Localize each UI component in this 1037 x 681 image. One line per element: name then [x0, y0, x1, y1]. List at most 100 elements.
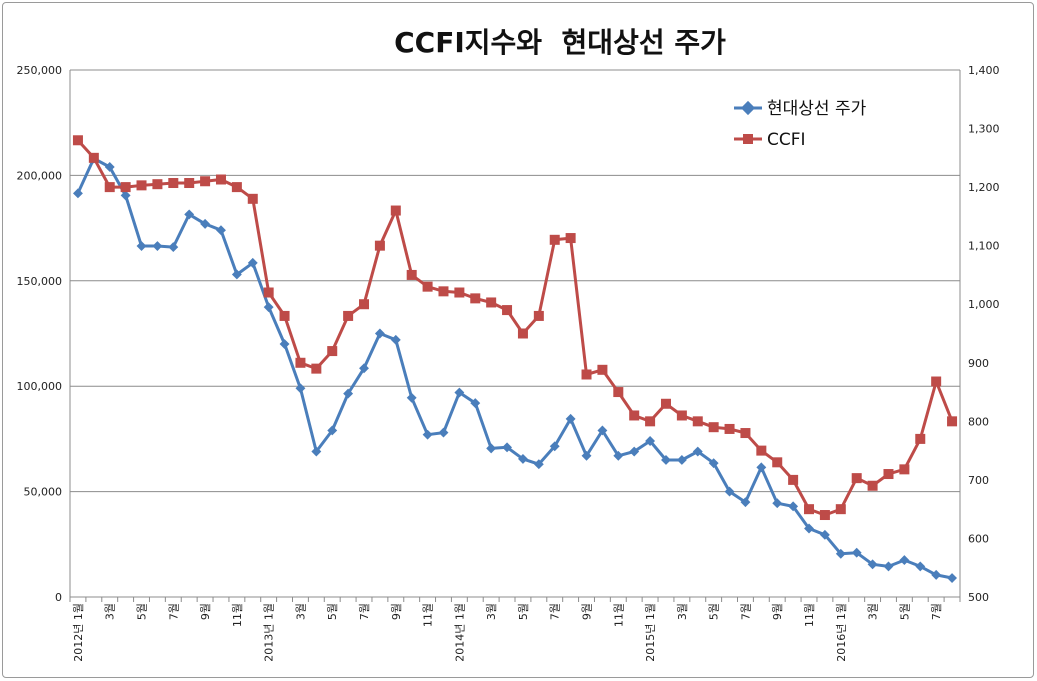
data-point-stock	[168, 242, 179, 253]
data-point-ccfi	[947, 416, 958, 427]
y-right-tick-label: 500	[968, 591, 989, 604]
data-point-stock	[470, 398, 481, 409]
data-point-stock	[645, 436, 656, 446]
data-point-ccfi	[486, 297, 497, 308]
legend-label-stock: 현대상선 주가	[767, 99, 867, 119]
y-left-tick-label: 0	[55, 591, 62, 604]
y-right-tick-label: 1,000	[968, 298, 1000, 311]
data-point-ccfi	[104, 182, 115, 193]
x-tick-label: 11월	[612, 603, 625, 627]
data-point-stock	[756, 462, 767, 473]
data-point-ccfi	[788, 474, 799, 485]
data-point-ccfi	[72, 135, 83, 146]
data-point-ccfi	[740, 428, 751, 439]
data-point-stock	[533, 459, 544, 470]
data-point-stock	[931, 569, 942, 580]
series-line-ccfi	[76, 139, 954, 517]
data-point-stock	[804, 523, 814, 534]
data-point-stock	[613, 450, 624, 461]
data-point-ccfi	[883, 469, 894, 480]
y-left-tick-label: 200,000	[17, 169, 63, 182]
data-point-ccfi	[819, 510, 830, 521]
y-right-tick-label: 1,300	[968, 123, 1000, 136]
data-point-stock	[788, 501, 799, 512]
data-point-ccfi	[804, 504, 815, 515]
data-point-ccfi	[517, 328, 528, 339]
x-tick-label: 2016년 1월	[835, 603, 848, 662]
data-point-ccfi	[676, 410, 687, 421]
x-tick-label: 11월	[803, 603, 816, 627]
data-point-ccfi	[549, 234, 560, 245]
x-tick-label: 9월	[581, 603, 594, 620]
x-tick-label: 5월	[898, 603, 911, 620]
data-point-ccfi	[470, 293, 481, 304]
y-right-tick-label: 900	[968, 357, 989, 370]
data-point-ccfi	[613, 387, 624, 398]
data-point-ccfi	[772, 457, 783, 468]
data-point-ccfi	[390, 205, 401, 216]
x-tick-label: 5월	[326, 603, 339, 620]
y-left-tick-label: 250,000	[17, 64, 63, 77]
data-point-stock	[406, 392, 417, 403]
data-point-ccfi	[359, 299, 370, 310]
data-point-ccfi	[708, 422, 719, 433]
data-point-stock	[422, 429, 433, 440]
data-point-stock	[120, 190, 131, 201]
axes: 0 50,000 100,000 150,000 200,000 250,000 500 60…	[17, 64, 1000, 662]
y-left-tick-label: 100,000	[17, 380, 63, 393]
data-point-stock	[295, 383, 306, 394]
data-point-stock	[438, 427, 449, 438]
legend-marker-ccfi	[743, 134, 753, 144]
data-point-stock	[327, 425, 338, 436]
data-point-ccfi	[915, 433, 926, 444]
y-right-tick-label: 1,200	[968, 181, 1000, 194]
data-point-stock	[216, 225, 226, 236]
x-tick-label: 5월	[517, 603, 530, 620]
legend: 현대상선 주가 CCFI	[734, 99, 867, 150]
data-point-stock	[835, 548, 846, 559]
x-tick-label: 9월	[199, 603, 212, 620]
x-tick-label: 2012년 1월	[72, 603, 85, 662]
data-point-ccfi	[247, 193, 258, 204]
data-point-stock	[247, 257, 258, 268]
data-point-stock	[374, 328, 385, 339]
data-point-stock	[676, 455, 687, 465]
data-point-stock	[867, 559, 878, 570]
data-point-stock	[311, 446, 322, 457]
data-point-stock	[947, 573, 958, 583]
series-line-stock	[76, 157, 953, 580]
y-left-tick-label: 150,000	[17, 275, 63, 288]
data-point-ccfi	[660, 398, 671, 409]
data-point-ccfi	[327, 346, 338, 357]
data-point-ccfi	[152, 179, 163, 190]
data-point-ccfi	[374, 240, 385, 251]
data-point-stock	[152, 241, 163, 251]
data-point-ccfi	[295, 357, 306, 368]
data-point-ccfi	[899, 464, 910, 475]
chart-title: CCFI지수와 현대상선 주가	[394, 26, 726, 59]
data-point-ccfi	[756, 445, 767, 456]
data-point-ccfi	[279, 310, 290, 321]
x-tick-label: 2013년 1월	[263, 603, 276, 662]
series-layer	[72, 135, 958, 583]
data-point-ccfi	[311, 363, 322, 374]
data-point-ccfi	[168, 178, 179, 189]
x-tick-label: 3월	[485, 603, 498, 620]
y-right-tick-label: 800	[968, 415, 989, 428]
data-point-stock	[597, 425, 608, 436]
data-point-stock	[629, 446, 640, 457]
data-point-stock	[231, 269, 242, 280]
data-point-stock	[343, 388, 354, 399]
data-point-ccfi	[215, 174, 226, 185]
data-point-ccfi	[454, 287, 465, 298]
data-point-stock	[549, 441, 560, 452]
x-tick-label: 7월	[739, 603, 752, 620]
data-point-stock	[581, 450, 592, 461]
x-tick-label: 7월	[930, 603, 943, 620]
data-point-stock	[502, 442, 513, 453]
data-point-ccfi	[343, 310, 354, 321]
data-point-ccfi	[581, 369, 592, 380]
data-point-ccfi	[200, 176, 211, 187]
